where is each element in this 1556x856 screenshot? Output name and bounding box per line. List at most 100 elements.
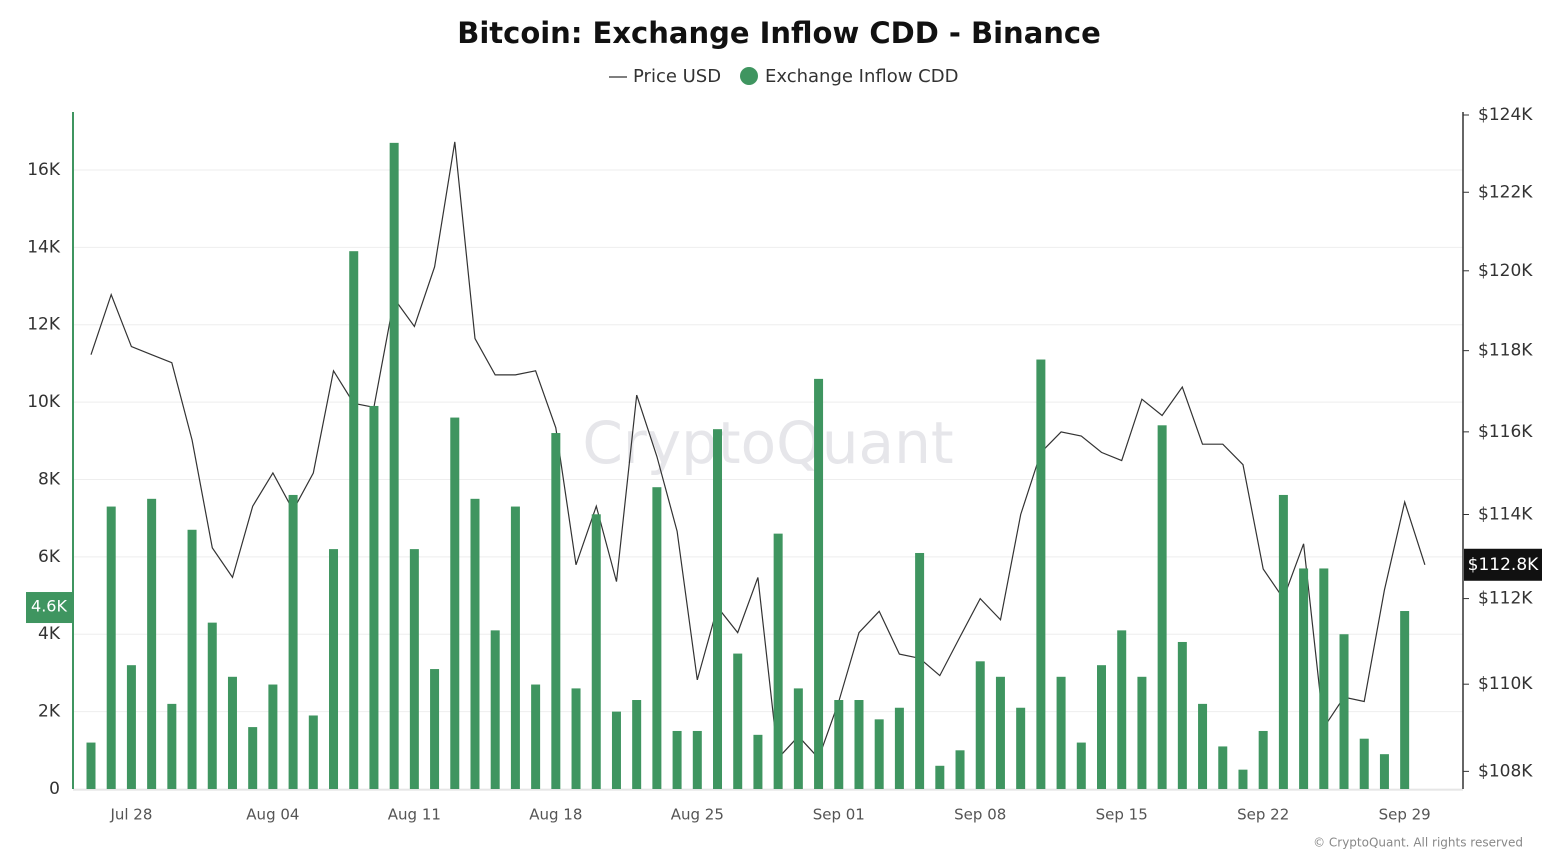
x-tick-label: Aug 11	[388, 806, 441, 824]
bar	[389, 142, 399, 789]
x-tick-label: Sep 15	[1096, 806, 1148, 824]
bar	[1076, 742, 1086, 789]
bar	[834, 700, 844, 789]
bar	[753, 734, 763, 789]
bar	[1278, 494, 1288, 789]
bar	[672, 730, 682, 789]
bar	[611, 711, 621, 789]
bar	[874, 719, 884, 789]
y2-tick-label: $110K	[1478, 674, 1533, 694]
y-tick-label: 8K	[38, 469, 61, 489]
bar	[1319, 568, 1329, 789]
y2-tick-label: $120K	[1478, 261, 1533, 281]
bar	[1400, 611, 1410, 789]
bar	[490, 630, 500, 789]
bar	[854, 700, 864, 789]
x-tick-label: Jul 28	[109, 806, 152, 824]
y-tick-label: 16K	[27, 160, 61, 180]
y2-tick-label: $118K	[1478, 341, 1533, 361]
bar	[692, 730, 702, 789]
y2-tick-label: $108K	[1478, 761, 1533, 781]
bar	[1137, 676, 1147, 789]
bar	[591, 514, 601, 789]
y-tick-label: 6K	[38, 547, 61, 567]
y2-tick-label: $116K	[1478, 422, 1533, 442]
bar	[510, 506, 520, 789]
bar	[106, 506, 116, 789]
bar	[1359, 738, 1369, 789]
bar	[430, 669, 440, 789]
bar	[975, 661, 985, 789]
bar	[793, 688, 803, 789]
bar	[1117, 630, 1127, 789]
bar	[349, 251, 359, 790]
bar	[470, 498, 480, 789]
y-tick-label: 4K	[38, 624, 61, 644]
bar	[1379, 754, 1389, 789]
bar	[632, 700, 642, 789]
x-tick-label: Aug 04	[246, 806, 299, 824]
bar	[551, 433, 561, 789]
bar	[1157, 425, 1167, 789]
bar	[1339, 634, 1349, 789]
last-price-label: $112.8K	[1468, 555, 1539, 575]
bar	[1299, 568, 1309, 789]
x-tick-label: Aug 18	[529, 806, 582, 824]
bar	[1198, 703, 1208, 789]
x-tick-label: Sep 22	[1237, 806, 1289, 824]
bar	[1218, 746, 1228, 789]
legend-label: Price USD	[633, 66, 721, 87]
bar	[652, 487, 662, 789]
bar	[308, 715, 318, 789]
bar	[329, 549, 339, 789]
source: © CryptoQuant. All rights reserved	[1313, 836, 1523, 850]
bar	[955, 750, 965, 789]
x-tick-label: Aug 25	[671, 806, 724, 824]
bar	[207, 622, 217, 789]
bar	[1177, 641, 1187, 789]
price-line	[90, 141, 1426, 760]
last-value-label: 4.6K	[31, 597, 67, 616]
bar	[1097, 665, 1106, 789]
bar	[167, 703, 177, 789]
bar	[288, 494, 298, 789]
bar	[227, 676, 237, 789]
y-tick-label: 10K	[27, 392, 61, 412]
bar	[894, 707, 904, 789]
legend-swatch	[740, 67, 758, 85]
bar	[1238, 769, 1248, 789]
bar	[935, 765, 945, 789]
y-tick-label: 2K	[38, 702, 61, 722]
last-value-badge	[26, 592, 72, 624]
bar	[915, 552, 925, 789]
bar	[733, 653, 743, 789]
bar	[995, 676, 1005, 789]
x-tick-label: Sep 01	[813, 806, 865, 824]
legend-label: Exchange Inflow CDD	[765, 66, 958, 87]
watermark: CryptoQuant	[582, 409, 953, 477]
bar	[126, 665, 136, 789]
bar	[1258, 730, 1268, 789]
y-tick-label: 0	[49, 779, 60, 799]
bar	[409, 549, 419, 789]
y2-tick-label: $124K	[1478, 105, 1533, 125]
bar	[571, 688, 581, 789]
bar	[713, 429, 723, 789]
last-price-badge	[1464, 548, 1542, 581]
chart-title: Bitcoin: Exchange Inflow CDD - Binance	[457, 16, 1101, 50]
bar	[1036, 359, 1046, 789]
x-tick-label: Sep 08	[954, 806, 1006, 824]
bar	[1016, 707, 1026, 789]
y-tick-label: 14K	[27, 237, 61, 257]
bar	[450, 417, 460, 789]
bar	[531, 684, 541, 789]
y2-tick-label: $122K	[1478, 182, 1533, 202]
x-tick-label: Sep 29	[1379, 806, 1431, 824]
bar	[248, 727, 258, 789]
bar	[369, 405, 379, 789]
y-tick-label: 12K	[27, 315, 61, 335]
bar	[268, 684, 278, 789]
bar	[147, 498, 157, 789]
y2-tick-label: $114K	[1478, 504, 1533, 524]
